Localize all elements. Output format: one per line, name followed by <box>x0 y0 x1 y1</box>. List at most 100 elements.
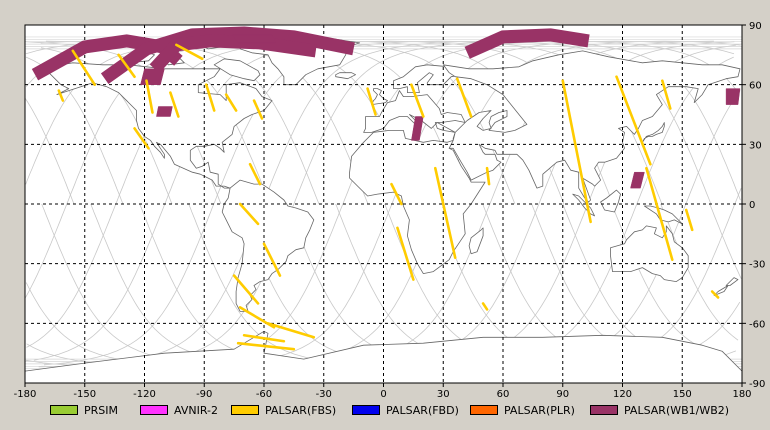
legend-label: PALSAR(WB1/WB2) <box>624 403 730 417</box>
palsar-fbs-layer <box>57 43 720 351</box>
fbs-strip <box>266 322 316 339</box>
wb-swath <box>464 28 590 59</box>
land-outline <box>221 179 315 312</box>
land-outline <box>48 62 273 189</box>
land-outline <box>642 122 665 143</box>
fbs-strip <box>615 75 652 166</box>
legend-item-palsar-plr: PALSAR(PLR) <box>470 403 575 417</box>
orbit-track <box>38 40 712 368</box>
wb-patch <box>140 68 165 85</box>
y-tick-label: -90 <box>749 379 765 390</box>
x-tick-label: -60 <box>256 389 272 400</box>
fbs-strip <box>242 333 286 343</box>
x-tick-label: -150 <box>73 389 96 400</box>
fbs-strip <box>661 79 672 110</box>
wb-patch <box>231 34 277 44</box>
y-tick-label: -60 <box>749 319 765 330</box>
swatch-palsar-fbs <box>231 405 259 415</box>
fbs-strip <box>133 127 150 150</box>
fbs-strip <box>455 77 473 118</box>
swatch-palsar-plr <box>470 405 498 415</box>
land-outline <box>600 189 621 213</box>
land-outline <box>725 277 739 286</box>
fbs-strip <box>232 274 260 305</box>
fbs-strip <box>248 162 262 186</box>
y-tick-label: 30 <box>749 140 762 151</box>
orbit-track <box>660 203 739 341</box>
wb-patch <box>156 106 173 117</box>
y-tick-label: 0 <box>749 200 755 211</box>
fbs-strip <box>236 341 296 351</box>
swatch-palsar-fbd <box>352 405 380 415</box>
fbs-strip <box>485 166 491 186</box>
legend-item-palsar-wb: PALSAR(WB1/WB2) <box>590 403 729 417</box>
legend-label: PALSAR(PLR) <box>504 403 575 417</box>
legend-label: PALSAR(FBS) <box>265 403 337 417</box>
land-outline <box>468 227 484 255</box>
fbs-strip <box>204 83 216 112</box>
swatch-palsar-wb <box>590 405 618 415</box>
fbs-strip <box>238 202 260 226</box>
wb-patch <box>411 116 424 141</box>
land-outline <box>713 285 729 296</box>
land-outline <box>349 90 486 275</box>
fbs-strip <box>71 49 97 86</box>
y-tick-label: -30 <box>749 260 765 271</box>
legend: PRSIM AVNIR-2 PALSAR(FBS) PALSAR(FBD) PA… <box>0 401 770 421</box>
fbs-strip <box>390 182 403 206</box>
x-tick-label: 120 <box>613 389 632 400</box>
orbit-track <box>188 56 734 368</box>
x-tick-label: 60 <box>497 389 510 400</box>
fbs-strip <box>396 226 415 281</box>
swatch-avnir2 <box>140 405 168 415</box>
x-tick-label: 150 <box>673 389 692 400</box>
land-outline <box>442 50 741 203</box>
fbs-strip <box>262 242 282 277</box>
legend-label: PALSAR(FBD) <box>386 403 459 417</box>
fbs-strip <box>117 53 136 79</box>
fbs-strip <box>57 89 65 102</box>
wb-patch <box>725 88 741 105</box>
orbit-track <box>709 203 742 279</box>
y-tick-label: 90 <box>749 21 762 32</box>
legend-item-palsar-fbs: PALSAR(FBS) <box>231 403 336 417</box>
fbs-strip <box>481 302 489 311</box>
x-tick-label: 90 <box>556 389 569 400</box>
x-tick-label: -90 <box>196 389 212 400</box>
fbs-strip <box>224 93 238 112</box>
legend-item-palsar-fbd: PALSAR(FBD) <box>352 403 459 417</box>
fbs-strip <box>561 79 592 224</box>
swatch-prism <box>50 405 78 415</box>
axis-ticks: -180 -150 -120 -90 -60 -30 0 30 60 90 120 150 180 90 6… <box>14 21 766 400</box>
legend-label: PRSIM <box>84 403 118 417</box>
x-tick-label: -180 <box>14 389 37 400</box>
orbit-track <box>40 40 320 205</box>
fbs-strip <box>252 99 264 120</box>
y-tick-label: 60 <box>749 81 762 92</box>
palsar-wb-layer <box>31 26 741 189</box>
x-tick-label: 30 <box>437 389 450 400</box>
fbs-strip <box>645 166 674 261</box>
x-tick-label: 180 <box>732 389 751 400</box>
land-outline <box>371 88 388 105</box>
land-outline <box>335 72 357 80</box>
fbs-strip <box>169 91 180 118</box>
wb-swath <box>100 26 355 84</box>
wb-swath <box>149 34 317 74</box>
fbs-strip <box>710 290 720 299</box>
legend-label: AVNIR-2 <box>174 403 218 417</box>
wb-patch <box>630 171 645 189</box>
fbs-strip <box>684 208 694 232</box>
land-outline <box>213 58 261 82</box>
orbit-track <box>335 203 741 368</box>
x-tick-label: -30 <box>316 389 332 400</box>
legend-item-avnir2: AVNIR-2 <box>140 403 218 417</box>
legend-item-prism: PRSIM <box>50 403 118 417</box>
x-tick-label: -120 <box>133 389 156 400</box>
fbs-strip <box>410 83 425 118</box>
orbit-track <box>24 97 75 205</box>
x-tick-label: 0 <box>380 389 386 400</box>
fbs-strip <box>145 79 154 114</box>
fbs-strip <box>366 87 377 116</box>
